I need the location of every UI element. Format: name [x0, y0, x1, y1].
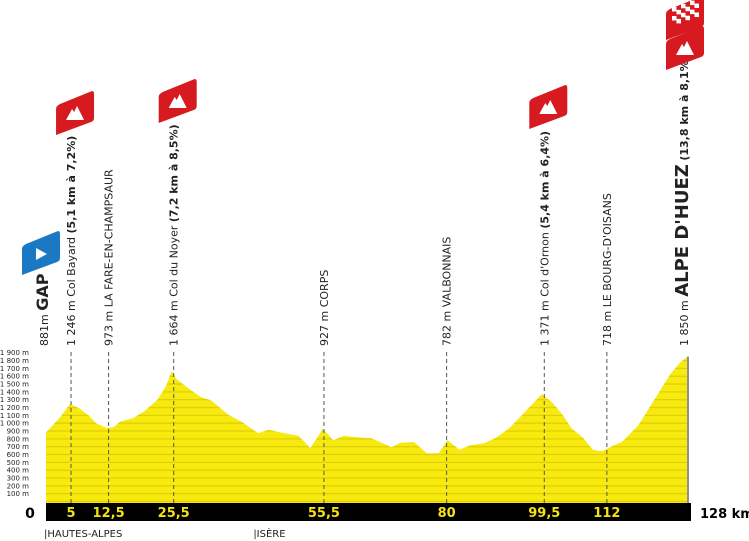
waypoint-name: Col Bayard [65, 237, 78, 297]
y-tick-label: 600 m [7, 451, 30, 459]
km-label: 5 [67, 506, 76, 521]
mountain-glyph [676, 41, 694, 55]
waypoint-elevation: 1 371 m [538, 297, 551, 346]
start-flag-icon [22, 231, 60, 275]
y-tick-label: 700 m [7, 443, 30, 451]
checker-square [676, 18, 681, 24]
waypoint-label: 1 371 m Col d'Ornon (5,4 km à 6,4%) [538, 131, 551, 346]
mountain-glyph [168, 94, 187, 108]
y-tick-label: 1 900 m [0, 349, 29, 357]
checker-square [694, 3, 699, 8]
y-tick-label: 1 600 m [0, 373, 29, 381]
waypoint-elevation: 1 664 m [168, 297, 181, 346]
finish-mountain-icon [666, 26, 704, 70]
checker-square [672, 16, 677, 21]
waypoint-name: CORPS [318, 270, 331, 308]
waypoint-climb-detail: (5,4 km à 6,4%) [538, 131, 551, 229]
km-label: 112 [593, 506, 620, 521]
km-label: 80 [438, 506, 456, 521]
y-tick-label: 500 m [7, 459, 30, 467]
y-tick-label: 1 000 m [0, 420, 29, 428]
waypoint-elevation: 973 m [103, 307, 116, 346]
km-label: 55,5 [308, 506, 340, 521]
km-label: 25,5 [158, 506, 190, 521]
checker-square [694, 12, 699, 17]
waypoint-label: 718 m LE BOURG-D'OISANS [601, 193, 614, 346]
waypoint-name: Col du Noyer [168, 225, 181, 297]
region-label: |ISÈRE [253, 527, 285, 540]
finish-checkered-icon [666, 0, 704, 40]
waypoint-label: 973 m LA FARE-EN-CHAMPSAUR [103, 169, 116, 346]
checker-square [681, 12, 686, 18]
mountain-glyph [539, 100, 558, 114]
waypoint-elevation: 927 m [318, 307, 331, 346]
waypoint-elevation: 782 m [441, 307, 454, 346]
km-bar [46, 503, 691, 521]
y-tick-label: 800 m [7, 435, 30, 443]
waypoint-elevation: 881m [38, 311, 51, 346]
y-tick-label: 100 m [7, 490, 30, 498]
waypoint-label: 881m GAP [33, 273, 52, 346]
waypoint-climb-detail: (5,1 km à 7,2%) [65, 136, 78, 234]
checker-square [690, 0, 695, 6]
mountain-climb-icon [56, 91, 95, 135]
y-tick-label: 1 500 m [0, 381, 29, 389]
mountain-climb-icon [158, 79, 197, 123]
y-tick-label: 1 200 m [0, 404, 29, 412]
y-tick-label: 1 800 m [0, 357, 29, 365]
region-labels: |HAUTES-ALPES |ISÈRE [44, 527, 286, 540]
waypoint-name: ALPE D'HUEZ [672, 164, 693, 297]
mountain-climb-icon [529, 85, 568, 129]
y-tick-label: 900 m [7, 428, 30, 436]
y-tick-label: 300 m [7, 475, 30, 483]
waypoint-icons [22, 0, 704, 275]
elevation-profile [46, 356, 687, 503]
waypoint-name: GAP [33, 273, 52, 311]
waypoint-name: VALBONNAIS [441, 237, 454, 308]
y-tick-label: 200 m [7, 482, 30, 490]
checker-square [672, 7, 677, 12]
km-label: 99,5 [528, 506, 560, 521]
y-tick-label: 1 700 m [0, 365, 29, 373]
mountain-glyph [66, 106, 85, 120]
waypoint-label: 1 664 m Col du Noyer (7,2 km à 8,5%) [168, 124, 181, 346]
x-tick-end: 128 km [700, 507, 749, 522]
checker-square [685, 15, 690, 21]
checker-square [685, 6, 690, 12]
y-tick-label: 1 300 m [0, 396, 29, 404]
km-label: 12,5 [93, 506, 125, 521]
km-labels: 5 12,5 25,5 55,5 80 99,5 112 [67, 506, 621, 521]
checker-square [690, 9, 695, 15]
waypoint-label: 782 m VALBONNAIS [441, 237, 454, 346]
waypoint-name: LE BOURG-D'OISANS [601, 193, 614, 307]
y-tick-label: 1 400 m [0, 388, 29, 396]
waypoint-elevation: 1 246 m [65, 297, 78, 346]
waypoint-name: Col d'Ornon [538, 232, 551, 297]
x-tick-start: 0 [25, 506, 35, 522]
waypoint-label: 1 246 m Col Bayard (5,1 km à 7,2%) [65, 136, 78, 346]
checker-square [681, 3, 686, 9]
waypoint-elevation: 1 850 m [678, 297, 691, 346]
waypoint-name: LA FARE-EN-CHAMPSAUR [103, 169, 116, 307]
region-label: |HAUTES-ALPES [44, 529, 122, 540]
waypoint-climb-detail: (7,2 km à 8,5%) [168, 124, 181, 222]
waypoint-elevation: 718 m [601, 307, 614, 346]
play-glyph [36, 248, 47, 260]
waypoint-climb-detail: (13,8 km à 8,1%) [678, 55, 691, 160]
y-tick-label: 400 m [7, 467, 30, 475]
y-tick-label: 1 100 m [0, 412, 29, 420]
waypoint-markers: 881m GAP 1 246 m Col Bayard (5,1 km à 7,2… [33, 55, 693, 503]
waypoint-label: 1 850 m ALPE D'HUEZ (13,8 km à 8,1%) [672, 55, 693, 346]
profile-area [46, 356, 689, 503]
waypoint-label: 927 m CORPS [318, 270, 331, 346]
checker-square [676, 9, 681, 15]
